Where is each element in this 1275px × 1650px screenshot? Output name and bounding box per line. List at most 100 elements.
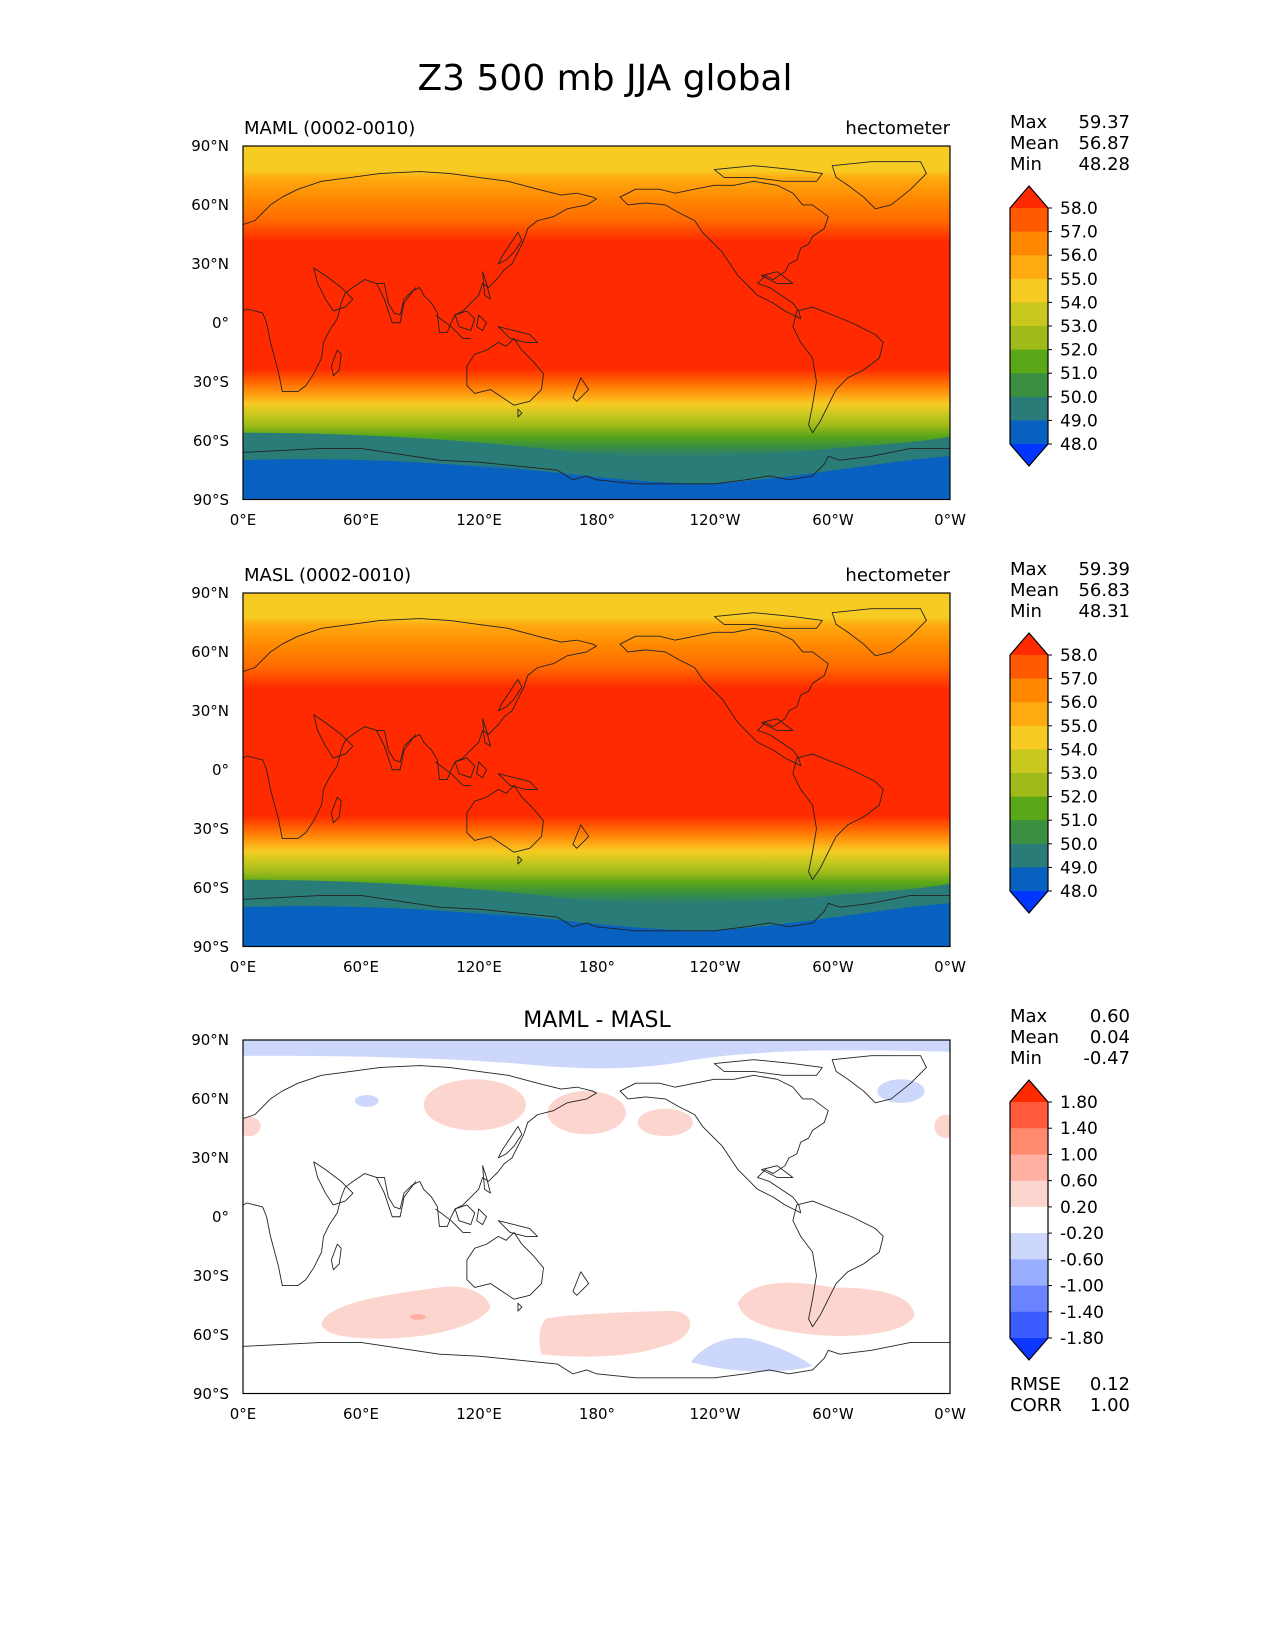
colorbar-label: 53.0 (1060, 317, 1098, 337)
colorbar-bin (1010, 1311, 1048, 1339)
colorbar-bin (1010, 655, 1048, 680)
negative-anomaly-arctic (243, 1040, 951, 1069)
colorbar-bin (1010, 1233, 1048, 1260)
stat-value: 1.00 (1090, 1395, 1130, 1416)
positive-anomaly (547, 1091, 626, 1135)
stat-label: Min (1010, 154, 1042, 175)
colorbar-bin (1010, 773, 1048, 798)
stat-label: Mean (1010, 580, 1059, 601)
figure-title: Z3 500 mb JJA global (418, 58, 793, 99)
lon-tick-0W: 0°W (934, 1405, 966, 1423)
stat-value: 59.37 (1078, 112, 1130, 133)
colorbar-label: 0.20 (1060, 1198, 1098, 1218)
stat-label: RMSE (1010, 1374, 1061, 1395)
negative-anomaly-pacific-south (690, 1337, 813, 1372)
positive-anomaly-south-pacific (539, 1311, 691, 1357)
colorbar-label: -0.60 (1060, 1250, 1104, 1270)
colorbar-label: 48.0 (1060, 435, 1098, 455)
colorbar-bin (1010, 702, 1048, 727)
colorbar-bin (1010, 278, 1048, 303)
stat-label: Mean (1010, 1027, 1059, 1048)
antarctic-lows (243, 899, 951, 947)
colorbar-bin (1010, 820, 1048, 845)
map-frame (242, 145, 951, 501)
colorbar-bin (1010, 326, 1048, 351)
panel-masl: MASL (0002-0010) hectometer 90°N 60°N 30… (191, 559, 1130, 976)
colorbar-bin (1010, 1128, 1048, 1155)
stat-value: 0.04 (1090, 1027, 1130, 1048)
panel-center-title: MAML - MASL (523, 1008, 671, 1033)
colorbar-extend-max (1010, 1080, 1048, 1102)
colorbar-bin (1010, 1180, 1048, 1208)
lon-tick-0E: 0°E (230, 1405, 257, 1423)
lat-tick-60S: 60°S (193, 1326, 229, 1344)
colorbar-bin (1010, 796, 1048, 821)
colorbar-label: 1.40 (1060, 1119, 1098, 1139)
lon-tick-120W: 120°W (690, 958, 741, 976)
positive-anomaly (934, 1114, 951, 1139)
colorbar-label: -1.00 (1060, 1277, 1104, 1297)
colorbar-label: 57.0 (1060, 223, 1098, 243)
positive-anomaly (423, 1079, 526, 1131)
colorbar-label: 52.0 (1060, 341, 1098, 361)
colorbar-bin (1010, 231, 1048, 256)
lon-tick-120W: 120°W (690, 511, 741, 529)
lat-tick-30S: 30°S (193, 373, 229, 391)
colorbar-bin (1010, 420, 1048, 445)
lon-axis: 0°E 60°E 120°E 180° 120°W 60°W 0°W (230, 511, 966, 529)
colorbar-label: 51.0 (1060, 364, 1098, 384)
colorbar: 1.80 1.40 1.00 0.60 0.20 -0.20 -0.60 -1.00 -1.40… (1009, 1079, 1104, 1361)
colorbar-label: 55.0 (1060, 717, 1098, 737)
colorbar-label: 50.0 (1060, 388, 1098, 408)
lat-tick-90S: 90°S (193, 1385, 229, 1403)
colorbar-label: 50.0 (1060, 835, 1098, 855)
lon-tick-0W: 0°W (934, 511, 966, 529)
colorbar-label: 53.0 (1060, 764, 1098, 784)
lon-tick-180: 180° (579, 958, 615, 976)
lat-tick-0: 0° (212, 314, 229, 332)
stat-value: 48.31 (1078, 601, 1130, 622)
colorbar-bin (1010, 373, 1048, 398)
colorbar-label: 56.0 (1060, 693, 1098, 713)
colorbar-bin (1010, 255, 1048, 280)
positive-anomaly-indian-ocean (321, 1286, 491, 1339)
colorbar-label: 49.0 (1060, 858, 1098, 878)
lon-tick-60E: 60°E (343, 511, 379, 529)
lon-tick-120E: 120°E (456, 511, 502, 529)
lat-tick-60N: 60°N (191, 196, 229, 214)
lon-tick-60W: 60°W (812, 511, 854, 529)
colorbar-bin (1010, 749, 1048, 774)
stats-box: Max 59.39 Mean 56.83 Min 48.31 (1010, 559, 1130, 622)
lat-tick-60N: 60°N (191, 1090, 229, 1108)
stat-label: Max (1010, 1006, 1048, 1027)
colorbar-bin (1010, 1206, 1048, 1234)
colorbar-label: 55.0 (1060, 270, 1098, 290)
colorbar-label: 48.0 (1060, 882, 1098, 902)
positive-anomaly (637, 1108, 693, 1137)
colorbar-bin (1010, 208, 1048, 233)
lon-tick-60E: 60°E (343, 958, 379, 976)
panel-maml: MAML (0002-0010) hectometer 90°N 60°N 30… (191, 112, 1130, 529)
colorbar-label: 1.80 (1060, 1093, 1098, 1113)
stat-label: Mean (1010, 133, 1059, 154)
lat-tick-30S: 30°S (193, 820, 229, 838)
lon-tick-0E: 0°E (230, 511, 257, 529)
colorbar-extend-min (1010, 444, 1048, 466)
stat-label: CORR (1010, 1395, 1062, 1416)
lon-tick-60W: 60°W (812, 1405, 854, 1423)
colorbar-bin (1010, 1259, 1048, 1287)
lat-axis: 90°N 60°N 30°N 0° 30°S 60°S 90°S (191, 584, 229, 956)
colorbar-label: -0.20 (1060, 1224, 1104, 1244)
colorbar-label: -1.80 (1060, 1329, 1104, 1349)
lat-tick-0: 0° (212, 1208, 229, 1226)
colorbar-label: 52.0 (1060, 788, 1098, 808)
lat-tick-90N: 90°N (191, 1031, 229, 1049)
colorbar: 58.0 57.0 56.0 55.0 54.0 53.0 52.0 51.0 50.0 49.0… (1009, 185, 1098, 467)
colorbar-bin (1010, 1102, 1048, 1129)
stat-value: 56.87 (1078, 133, 1130, 154)
lat-tick-60S: 60°S (193, 432, 229, 450)
colorbar-label: 49.0 (1060, 411, 1098, 431)
colorbar-label: 54.0 (1060, 740, 1098, 760)
southern-teal-band (243, 879, 951, 931)
lon-tick-60W: 60°W (812, 958, 854, 976)
